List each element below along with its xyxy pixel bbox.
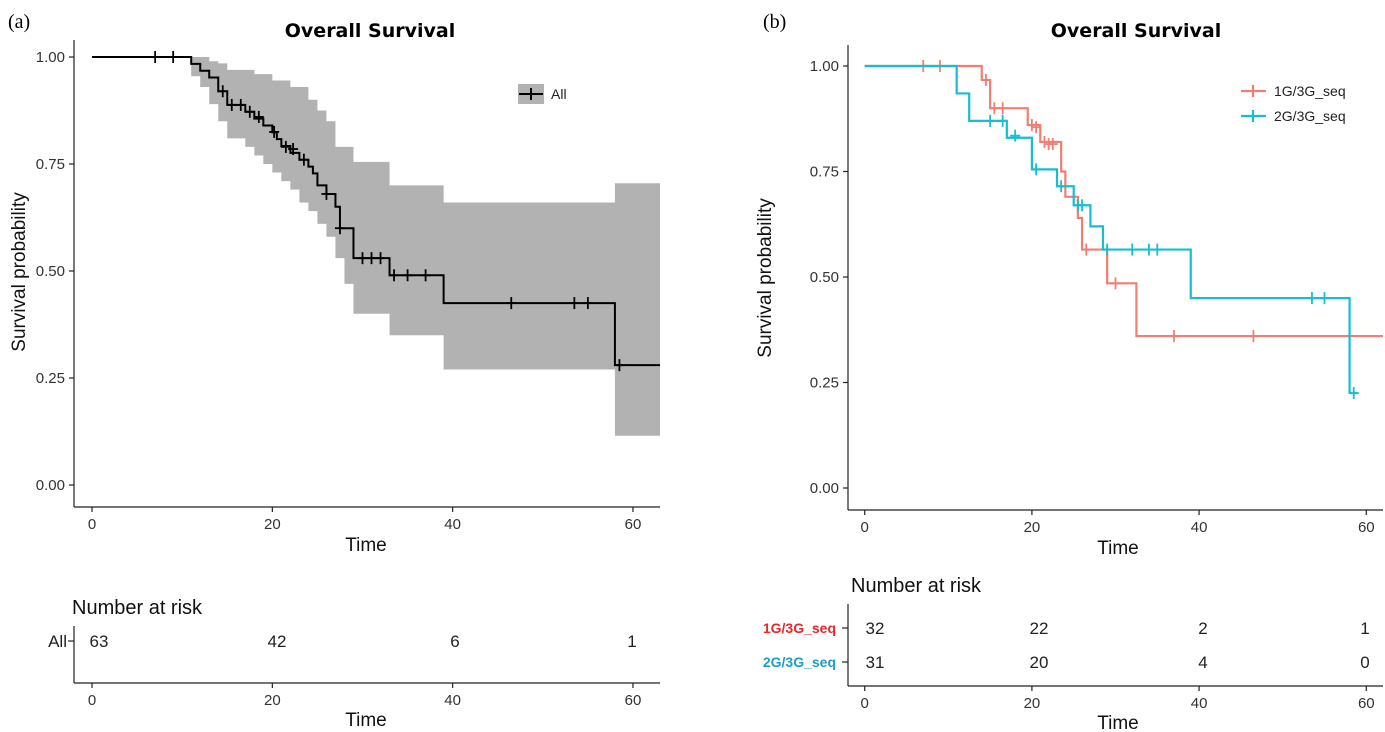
panel-b-title: Overall Survival [1051, 20, 1221, 42]
panel-b-risk-value: 22 [1030, 619, 1049, 638]
panel-a-risk-x-label: Time [345, 710, 387, 731]
panel-a: (a) Overall Survival 0.00 0.25 0.50 0.75 1.0… [8, 11, 661, 731]
y-tick-label: 0.25 [810, 375, 839, 392]
x-tick-label: 20 [264, 516, 281, 533]
y-tick-label: 1.00 [810, 58, 839, 75]
x-tick-label: 60 [625, 516, 642, 533]
x-tick-label: 60 [1358, 519, 1375, 536]
panel-a-risk-table: Number at risk All 63 42 6 1 0 20 40 60 Tim… [48, 597, 660, 731]
panel-b-risk-value: 2 [1198, 619, 1207, 638]
risk-x-tick-label: 0 [861, 695, 869, 712]
panel-a-x-label: Time [345, 535, 387, 556]
panel-a-risk-value: 63 [90, 632, 109, 651]
panel-b-risk-x-label: Time [1097, 713, 1139, 732]
y-tick-label: 1.00 [36, 49, 65, 66]
panel-b-legend: 1G/3G_seq 2G/3G_seq [1241, 83, 1346, 124]
panel-b-ticks: 0.00 0.25 0.50 0.75 1.00 0 20 40 60 [810, 58, 1375, 536]
risk-x-tick-label: 20 [264, 692, 281, 709]
panel-a-risk-value: 42 [268, 632, 287, 651]
risk-x-tick-label: 60 [625, 692, 642, 709]
x-tick-label: 20 [1024, 519, 1041, 536]
panel-b-tag: (b) [763, 11, 786, 33]
panel-a-plot-area [92, 51, 661, 436]
panel-b-risk-row-label-2g: 2G/3G_seq [763, 654, 836, 670]
panel-a-tag: (a) [8, 11, 30, 33]
panel-a-y-label: Survival probability [9, 192, 30, 352]
risk-x-tick-label: 40 [444, 692, 461, 709]
panel-a-risk-value: 1 [627, 632, 636, 651]
y-tick-label: 0.25 [36, 370, 65, 387]
panel-b-risk-value: 1 [1360, 619, 1369, 638]
panel-b-risk-value: 0 [1360, 653, 1369, 672]
panel-b-risk-value: 20 [1030, 653, 1049, 672]
survival-curve-1 [864, 64, 1383, 338]
panel-b-legend-label-2g: 2G/3G_seq [1274, 108, 1346, 124]
panel-b-risk-row-label-1g: 1G/3G_seq [763, 620, 836, 636]
panel-a-risk-title: Number at risk [72, 597, 203, 619]
x-tick-label: 40 [444, 516, 461, 533]
x-tick-label: 0 [88, 516, 96, 533]
risk-x-tick-label: 40 [1191, 695, 1208, 712]
panel-a-ticks: 0.00 0.25 0.50 0.75 1.00 0 20 40 60 [36, 49, 642, 533]
panel-a-title: Overall Survival [285, 20, 455, 42]
panel-b-x-label: Time [1097, 538, 1139, 559]
panel-b-risk-ticks: 0 20 40 60 [861, 686, 1375, 712]
y-tick-label: 0.00 [810, 480, 839, 497]
y-tick-label: 0.50 [36, 263, 65, 280]
panel-b: (b) Overall Survival 0.00 0.25 0.50 0.75 1.0… [755, 11, 1383, 732]
y-tick-label: 0.75 [810, 164, 839, 181]
panel-b-y-label: Survival probability [755, 198, 776, 358]
risk-x-tick-label: 20 [1024, 695, 1041, 712]
panel-a-risk-row-label: All [48, 632, 67, 651]
panel-a-risk-ticks: 0 20 40 60 [88, 683, 641, 709]
panel-b-risk-title: Number at risk [851, 575, 982, 597]
y-tick-label: 0.50 [810, 269, 839, 286]
panel-b-legend-label-1g: 1G/3G_seq [1274, 83, 1346, 99]
y-tick-label: 0.00 [36, 477, 65, 494]
panel-b-plot-area [864, 60, 1383, 400]
panel-a-legend-label: All [551, 86, 567, 102]
confidence-band [92, 57, 661, 436]
y-tick-label: 0.75 [36, 156, 65, 173]
panel-b-risk-table: Number at risk 1G/3G_seq 32 22 2 1 2G/3G… [763, 575, 1383, 732]
panel-a-risk-value: 6 [450, 632, 459, 651]
risk-x-tick-label: 60 [1358, 695, 1375, 712]
x-tick-label: 40 [1191, 519, 1208, 536]
panel-b-risk-value: 32 [866, 619, 885, 638]
panel-b-risk-value: 31 [866, 653, 885, 672]
panel-b-risk-value: 4 [1198, 653, 1207, 672]
x-tick-label: 0 [861, 519, 869, 536]
risk-x-tick-label: 0 [88, 692, 96, 709]
panel-a-legend: All [518, 84, 567, 104]
